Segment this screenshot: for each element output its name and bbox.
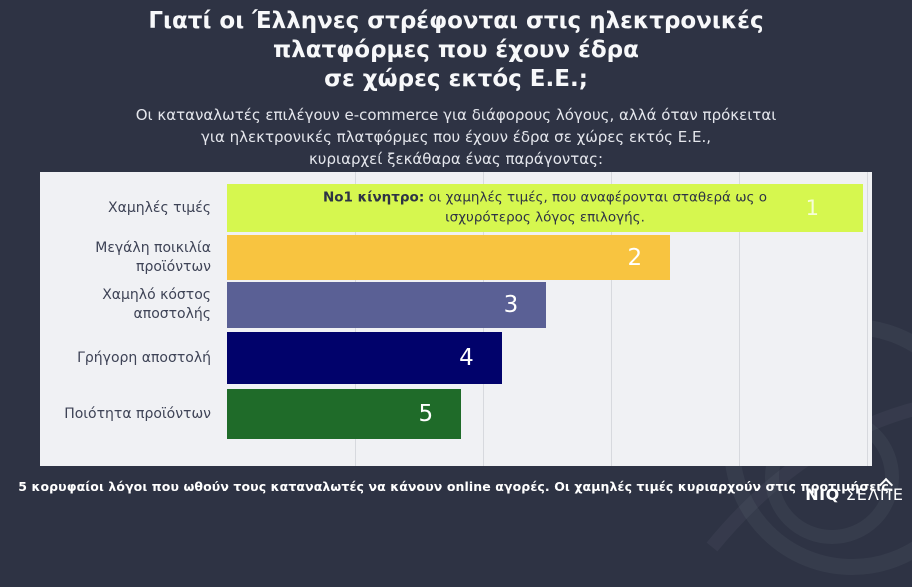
bar-track: 2 — [227, 235, 872, 280]
bar-track: 5 — [227, 389, 872, 439]
bar-annotation: Νο1 κίνητρο: οι χαμηλές τιμές, που αναφέ… — [310, 188, 780, 227]
header: Γιατί οι Έλληνες στρέφονται στις ηλεκτρο… — [0, 7, 912, 170]
title-line-1: Γιατί οι Έλληνες στρέφονται στις ηλεκτρο… — [148, 8, 764, 34]
bar-category-label: Χαμηλό κόστος αποστολής — [102, 287, 211, 322]
bar-category-label: Γρήγορη αποστολή — [77, 349, 211, 366]
subtitle-line-2: για ηλεκτρονικές πλατφόρμες που έχουν έδ… — [201, 127, 711, 146]
gridline — [739, 172, 740, 466]
bar-category-label: Μεγάλη ποικιλία προϊόντων — [95, 239, 211, 275]
bar-product-quality: 5 — [227, 389, 462, 439]
page-title: Γιατί οι Έλληνες στρέφονται στις ηλεκτρο… — [0, 7, 912, 95]
footer-caption: 5 κορυφαίοι λόγοι που ωθούν τους καταναλ… — [18, 479, 894, 494]
bar-rank-value: 4 — [459, 345, 474, 371]
niq-logo-text: NIQ — [805, 485, 840, 504]
bar-row: Ποιότητα προϊόντων 5 — [40, 389, 872, 439]
bar-track: 4 — [227, 332, 872, 384]
subtitle-line-1: Οι καταναλωτές επιλέγουν e-commerce για … — [135, 105, 777, 124]
gridline — [611, 172, 612, 466]
bar-rank-value: 1 — [805, 196, 819, 220]
title-line-3: σε χώρες εκτός Ε.Ε.; — [324, 66, 588, 93]
gridline — [867, 172, 868, 466]
bar-low-shipping-cost: 3 — [227, 282, 547, 328]
bar-track: 3 — [227, 282, 872, 328]
page-subtitle: Οι καταναλωτές επιλέγουν e-commerce για … — [0, 104, 912, 170]
bar-rank-value: 3 — [503, 292, 519, 318]
title-line-2: πλατφόρμες που έχουν έδρα — [273, 37, 639, 64]
selpe-logo-text: ΣΕΛ Π Ε — [846, 477, 904, 504]
bar-rows: Χαμηλές τιμές Νο1 κίνητρο: οι χαμηλές τι… — [40, 172, 872, 466]
subtitle-line-3: κυριαρχεί ξεκάθαρα ένας παράγοντας: — [308, 149, 604, 168]
bar-category-label: Ποιότητα προϊόντων — [64, 405, 211, 422]
bar-category-label: Χαμηλές τιμές — [108, 199, 211, 216]
niq-selpe-logo: NIQ ΣΕΛ Π Ε — [805, 477, 904, 504]
bar-fast-shipping: 4 — [227, 332, 502, 384]
bar-row: Χαμηλές τιμές Νο1 κίνητρο: οι χαμηλές τι… — [40, 184, 872, 232]
annotation-rest: οι χαμηλές τιμές, που αναφέρονται σταθερ… — [424, 189, 768, 225]
bar-row: Μεγάλη ποικιλία προϊόντων 2 — [40, 235, 872, 280]
bar-row: Χαμηλό κόστος αποστολής 3 — [40, 282, 872, 328]
bar-product-variety: 2 — [227, 235, 671, 280]
chart-panel: Χαμηλές τιμές Νο1 κίνητρο: οι χαμηλές τι… — [40, 172, 872, 466]
bar-row: Γρήγορη αποστολή 4 — [40, 332, 872, 384]
bar-rank-value: 5 — [418, 401, 434, 427]
annotation-bold: Νο1 κίνητρο: — [322, 189, 425, 206]
bar-low-prices: Νο1 κίνητρο: οι χαμηλές τιμές, που αναφέ… — [227, 184, 863, 232]
bar-track: Νο1 κίνητρο: οι χαμηλές τιμές, που αναφέ… — [227, 184, 872, 232]
bar-rank-value: 2 — [627, 244, 643, 271]
